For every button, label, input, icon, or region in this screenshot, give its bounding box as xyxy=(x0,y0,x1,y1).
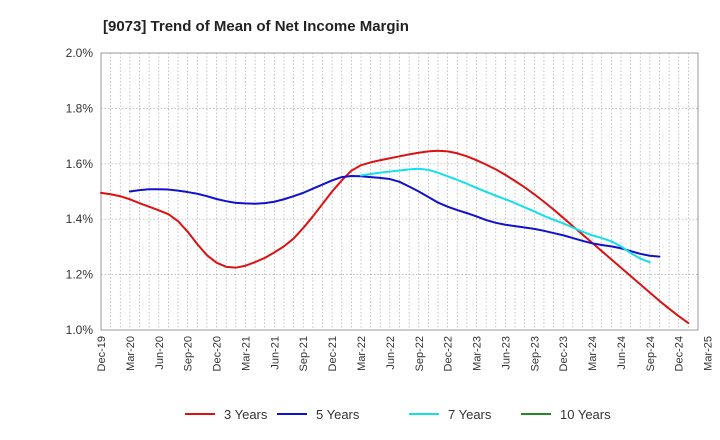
legend-label-5-years: 5 Years xyxy=(316,407,360,422)
x-tick-label: Mar-25 xyxy=(703,336,715,371)
x-axis: Dec-19 Mar-20 Jun-20 Sep-20 Dec-20 Mar-21 Jun-… xyxy=(96,336,715,371)
x-tick-label: Jun-22 xyxy=(385,336,397,370)
x-tick-label: Dec-22 xyxy=(443,336,455,371)
grid xyxy=(101,53,698,330)
x-tick-label: Mar-24 xyxy=(587,336,599,371)
x-tick-label: Dec-23 xyxy=(558,336,570,371)
y-axis: 1.0% 1.2% 1.4% 1.6% 1.8% 2.0% xyxy=(66,46,94,337)
x-tick-label: Jun-23 xyxy=(500,336,512,370)
legend-label-7-years: 7 Years xyxy=(448,407,492,422)
x-tick-label: Dec-24 xyxy=(674,336,686,371)
series-line-5-years xyxy=(128,174,661,258)
x-tick-label: Mar-21 xyxy=(240,336,252,371)
x-tick-label: Dec-19 xyxy=(96,336,108,371)
x-tick-label: Jun-24 xyxy=(616,336,628,370)
x-tick-label: Jun-20 xyxy=(154,336,166,370)
x-tick-label: Sep-22 xyxy=(414,336,426,371)
x-tick-label: Mar-20 xyxy=(125,336,137,371)
series-lines xyxy=(100,149,690,325)
y-tick-label: 1.8% xyxy=(66,101,94,115)
y-tick-label: 1.4% xyxy=(66,212,94,226)
x-tick-label: Mar-23 xyxy=(472,336,484,371)
x-tick-label: Dec-21 xyxy=(327,336,339,371)
x-tick-label: Dec-20 xyxy=(212,336,224,371)
series-line-7-years xyxy=(359,167,651,264)
legend-label-10-years: 10 Years xyxy=(560,407,611,422)
y-tick-label: 1.2% xyxy=(66,268,94,282)
x-tick-label: Jun-21 xyxy=(269,336,281,370)
legend-label-3-years: 3 Years xyxy=(224,407,268,422)
x-tick-label: Sep-24 xyxy=(645,336,657,371)
y-tick-label: 1.6% xyxy=(66,157,94,171)
y-tick-label: 2.0% xyxy=(66,46,94,60)
y-tick-label: 1.0% xyxy=(66,323,94,337)
series-line-3-years xyxy=(100,149,690,325)
x-tick-label: Sep-23 xyxy=(529,336,541,371)
x-tick-label: Sep-21 xyxy=(298,336,310,371)
chart-title: [9073] Trend of Mean of Net Income Margi… xyxy=(103,18,409,35)
x-tick-label: Mar-22 xyxy=(356,336,368,371)
x-tick-label: Sep-20 xyxy=(183,336,195,371)
legend: 3 Years 5 Years 7 Years 10 Years xyxy=(185,407,611,422)
